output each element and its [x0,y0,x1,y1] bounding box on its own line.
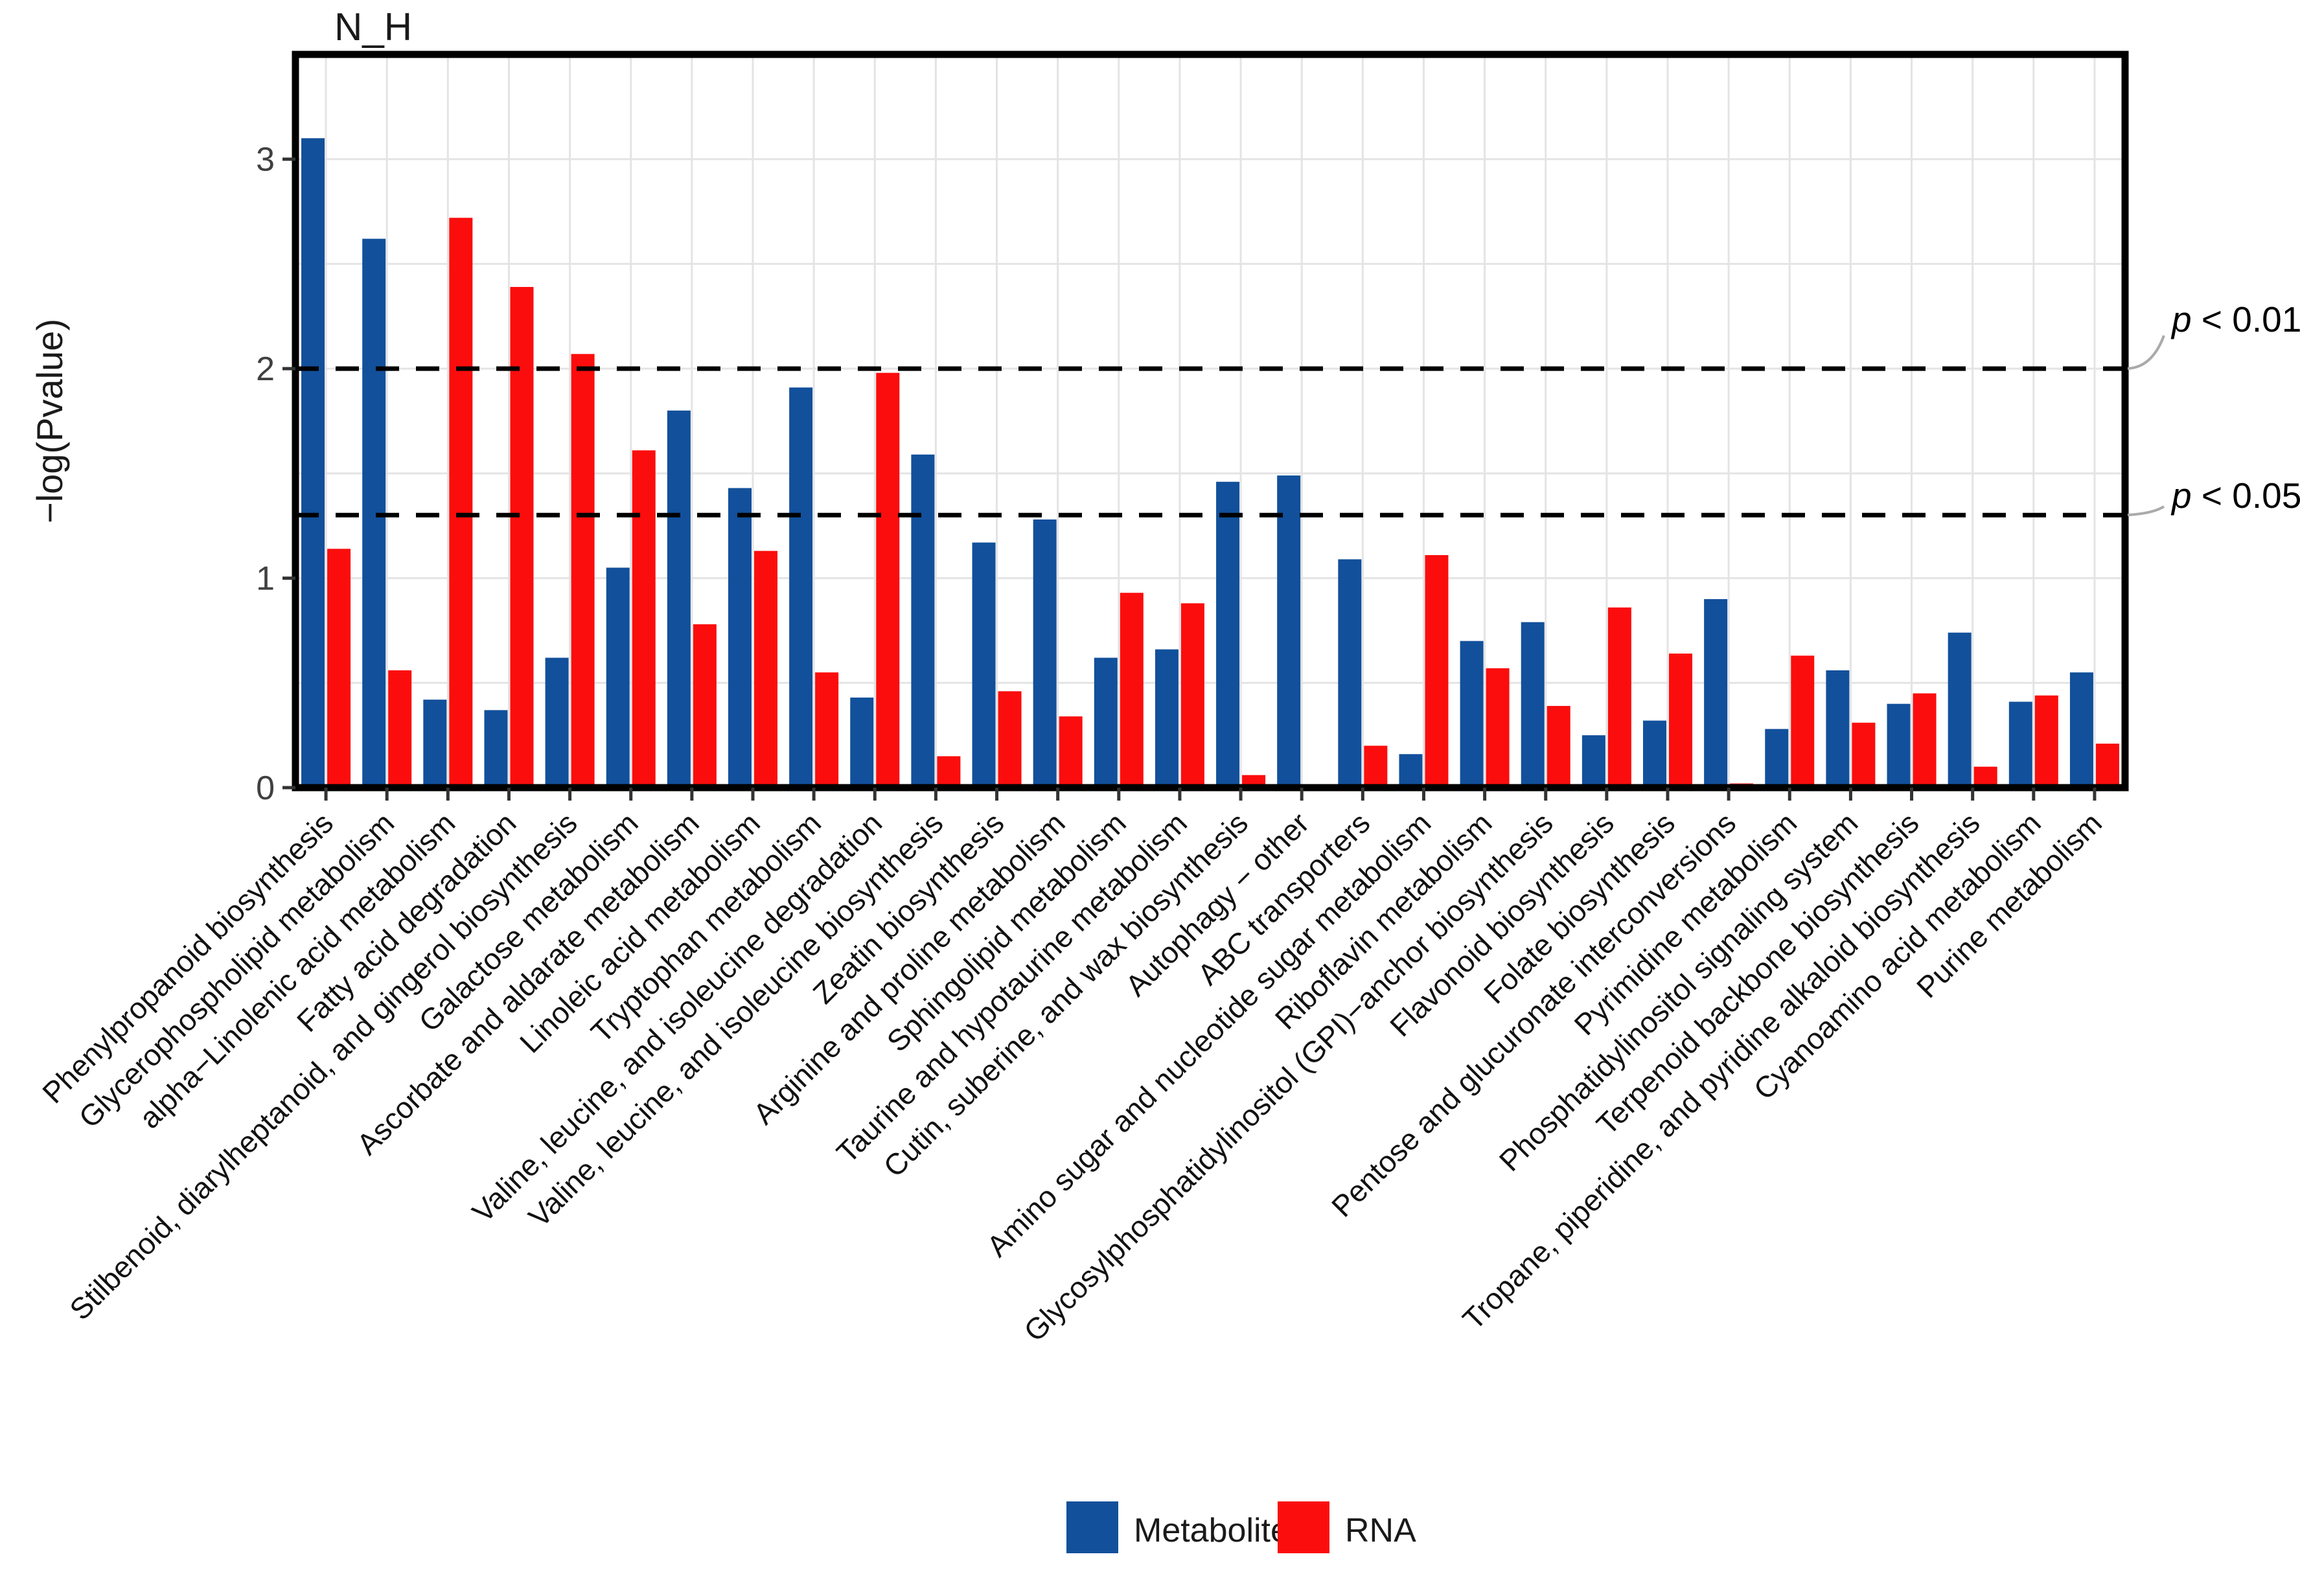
bar-metabolite-16 [1277,475,1301,788]
bar-metabolite-11 [972,542,996,788]
bar-rna-6 [693,624,717,788]
axis-tick-layer [282,157,2097,801]
bar-rna-14 [1180,603,1204,788]
gridline-layer [295,53,2125,788]
bar-metabolite-14 [1155,649,1179,788]
bar-rna-29 [2095,744,2119,788]
bar-metabolite-22 [1643,720,1666,788]
bar-rna-3 [510,287,534,788]
bar-metabolite-9 [850,697,874,788]
bar-metabolite-15 [1216,481,1240,788]
bar-metabolite-26 [1887,703,1911,788]
p005-leader-line [2127,505,2165,516]
bar-rna-28 [2034,695,2058,788]
bar-rna-2 [449,218,473,788]
p001-leader-line [2127,335,2165,370]
bar-metabolite-7 [728,488,752,788]
bar-metabolite-27 [1948,632,1972,788]
bar-metabolite-17 [1338,559,1362,788]
bar-rna-10 [937,756,961,788]
plot-frame [292,51,2129,792]
bar-rna-20 [1547,705,1570,788]
legend-label-metabolite: Metabolite [1134,1512,1289,1549]
bar-metabolite-28 [2008,701,2032,788]
bar-rna-19 [1486,668,1510,788]
chart-title: N_H [334,5,412,49]
bar-rna-11 [998,691,1022,788]
bar-metabolite-10 [911,454,935,788]
p005-label-rest: < 0.05 [2192,475,2300,516]
p001-label-rest: < 0.01 [2192,299,2300,339]
bar-rna-17 [1364,746,1388,788]
bar-rna-12 [1059,716,1083,788]
bar-metabolite-21 [1581,735,1605,788]
y-axis-tick-label: 1 [256,560,275,598]
bar-metabolite-24 [1765,729,1789,788]
bar-metabolite-20 [1521,622,1545,788]
bar-rna-13 [1120,593,1144,788]
bar-rna-5 [632,450,656,788]
bar-metabolite-2 [423,700,447,788]
bar-rna-1 [388,670,412,788]
bar-metabolite-29 [2069,672,2093,788]
bar-rna-22 [1669,654,1692,788]
bar-metabolite-19 [1460,641,1484,788]
bar-rna-24 [1791,656,1815,788]
bar-metabolite-6 [667,410,691,788]
bar-metabolite-5 [606,567,630,788]
bar-metabolite-4 [545,657,569,788]
bar-layer [301,138,2119,788]
y-axis-tick-label: 3 [256,141,275,179]
bar-rna-0 [327,549,351,788]
bar-rna-9 [876,372,900,788]
bar-rna-4 [571,354,595,788]
y-axis-tick-label: 2 [256,350,275,388]
bar-metabolite-8 [789,387,813,788]
bar-metabolite-25 [1826,670,1850,788]
bar-rna-18 [1425,554,1449,788]
bar-rna-8 [815,672,839,788]
bar-rna-26 [1913,693,1937,788]
p001-threshold-label: p < 0.01 [2170,299,2300,339]
bar-metabolite-18 [1399,754,1423,788]
legend-label-rna: RNA [1345,1512,1416,1549]
bar-rna-7 [754,551,777,788]
legend-swatch-rna [1278,1501,1329,1553]
y-axis-tick-label: 0 [256,770,275,807]
y-axis-label: −log(Pvalue) [29,319,70,523]
p001-label-p: p [2170,299,2192,339]
legend: Metabolite RNA [1066,1501,1416,1553]
bar-metabolite-13 [1094,657,1118,788]
x-category-label-layer: Phenylpropanoid biosynthesisGlycerophosp… [36,806,2108,1348]
y-tick-label-layer: 0 1 2 3 [256,141,275,807]
p005-threshold-label: p < 0.05 [2170,475,2300,516]
bar-metabolite-12 [1033,519,1057,788]
bar-metabolite-3 [484,710,508,788]
p005-label-p: p [2170,475,2192,516]
legend-swatch-metabolite [1066,1501,1118,1553]
bar-rna-25 [1852,722,1876,788]
bar-metabolite-23 [1704,598,1728,788]
bar-rna-21 [1607,607,1631,788]
bar-metabolite-0 [301,138,325,788]
